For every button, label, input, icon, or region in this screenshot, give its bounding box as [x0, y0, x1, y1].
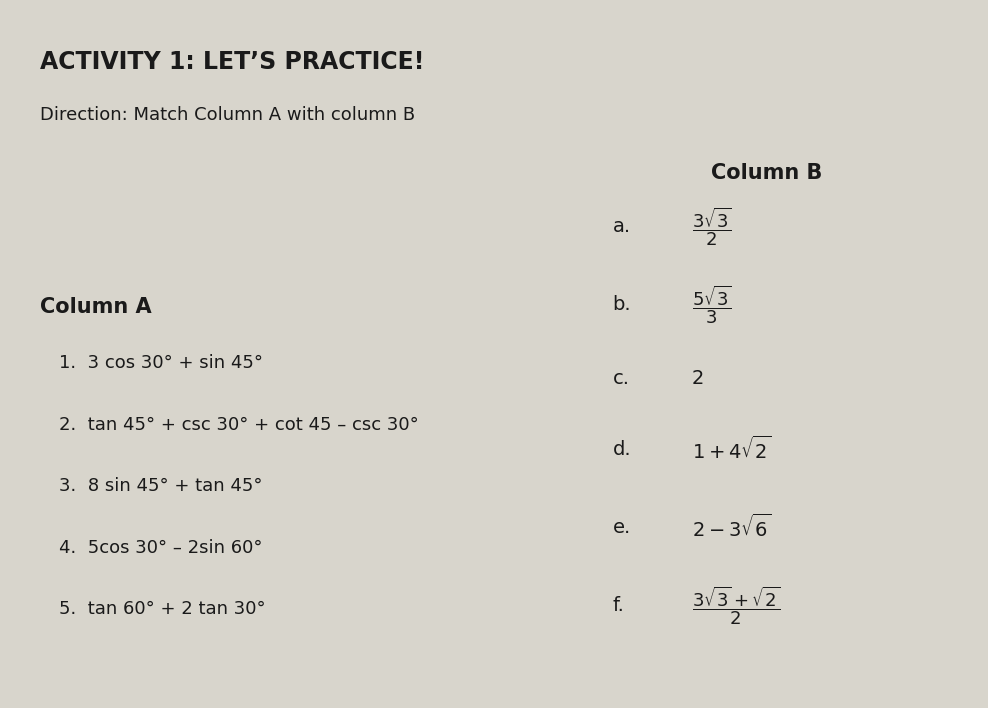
Text: 2.  tan 45° + csc 30° + cot 45 – csc 30°: 2. tan 45° + csc 30° + cot 45 – csc 30°: [59, 416, 419, 433]
Text: ACTIVITY 1: LET’S PRACTICE!: ACTIVITY 1: LET’S PRACTICE!: [40, 50, 424, 74]
Text: e.: e.: [613, 518, 630, 537]
Text: $\dfrac{3\sqrt{3}+\sqrt{2}}{2}$: $\dfrac{3\sqrt{3}+\sqrt{2}}{2}$: [692, 584, 780, 627]
Text: 3.  8 sin 45° + tan 45°: 3. 8 sin 45° + tan 45°: [59, 477, 263, 495]
Text: Column B: Column B: [711, 163, 823, 183]
Text: Column A: Column A: [40, 297, 151, 317]
Text: $2-3\sqrt{6}$: $2-3\sqrt{6}$: [692, 514, 771, 541]
Text: $\dfrac{5\sqrt{3}}{3}$: $\dfrac{5\sqrt{3}}{3}$: [692, 283, 731, 326]
Text: $1+4\sqrt{2}$: $1+4\sqrt{2}$: [692, 436, 771, 463]
Text: 2: 2: [692, 370, 704, 388]
Text: 1.  3 cos 30° + sin 45°: 1. 3 cos 30° + sin 45°: [59, 354, 263, 372]
Text: Direction: Match Column A with column B: Direction: Match Column A with column B: [40, 106, 415, 124]
Text: f.: f.: [613, 596, 624, 615]
Text: a.: a.: [613, 217, 630, 236]
Text: 5.  tan 60° + 2 tan 30°: 5. tan 60° + 2 tan 30°: [59, 600, 266, 618]
Text: d.: d.: [613, 440, 631, 459]
Text: 4.  5cos 30° – 2sin 60°: 4. 5cos 30° – 2sin 60°: [59, 539, 263, 556]
Text: b.: b.: [613, 295, 631, 314]
Text: $\dfrac{3\sqrt{3}}{2}$: $\dfrac{3\sqrt{3}}{2}$: [692, 205, 731, 248]
Text: c.: c.: [613, 370, 629, 388]
